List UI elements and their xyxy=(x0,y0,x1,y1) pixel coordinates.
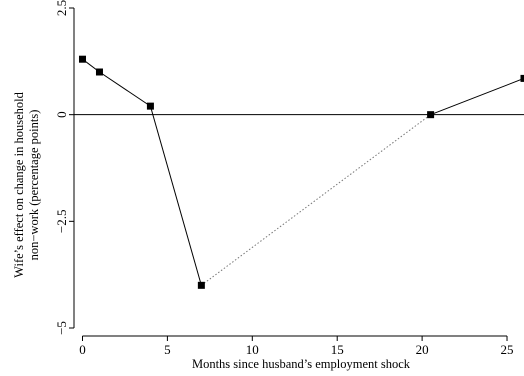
y-tick-label: −5 xyxy=(54,321,69,335)
y-tick-label: 0 xyxy=(54,111,69,118)
series-segment xyxy=(201,114,431,286)
series-segment xyxy=(99,71,151,107)
x-tick-label: 20 xyxy=(416,342,429,357)
x-axis-title: Months since husband’s employment shock xyxy=(192,357,411,371)
series-segment xyxy=(149,105,202,286)
data-point-marker xyxy=(95,68,103,76)
series-markers xyxy=(78,55,524,289)
series-segments xyxy=(82,58,524,286)
x-tick-label: 0 xyxy=(79,342,86,357)
y-tick-label: 2.5 xyxy=(54,0,69,16)
series-segment xyxy=(430,77,524,116)
y-axis-ticks: 2.5 0 −2.5 −5 xyxy=(54,0,74,335)
y-tick-label: −2.5 xyxy=(54,210,69,234)
x-tick-label: 25 xyxy=(501,342,514,357)
data-point-marker xyxy=(146,102,154,110)
y-axis-title-line-1: Wife’s effect on change in household xyxy=(12,91,26,277)
x-tick-label: 10 xyxy=(246,342,259,357)
axes xyxy=(73,8,508,337)
data-point-marker xyxy=(197,281,205,289)
x-tick-label: 15 xyxy=(331,342,344,357)
x-axis-ticks: 0 5 10 15 20 25 xyxy=(79,336,514,357)
data-point-marker xyxy=(427,111,435,119)
data-point-marker xyxy=(78,55,86,63)
y-axis-title-line-2: non−work (percentage points) xyxy=(27,110,41,261)
x-tick-label: 5 xyxy=(164,342,171,357)
data-point-marker xyxy=(520,74,524,82)
